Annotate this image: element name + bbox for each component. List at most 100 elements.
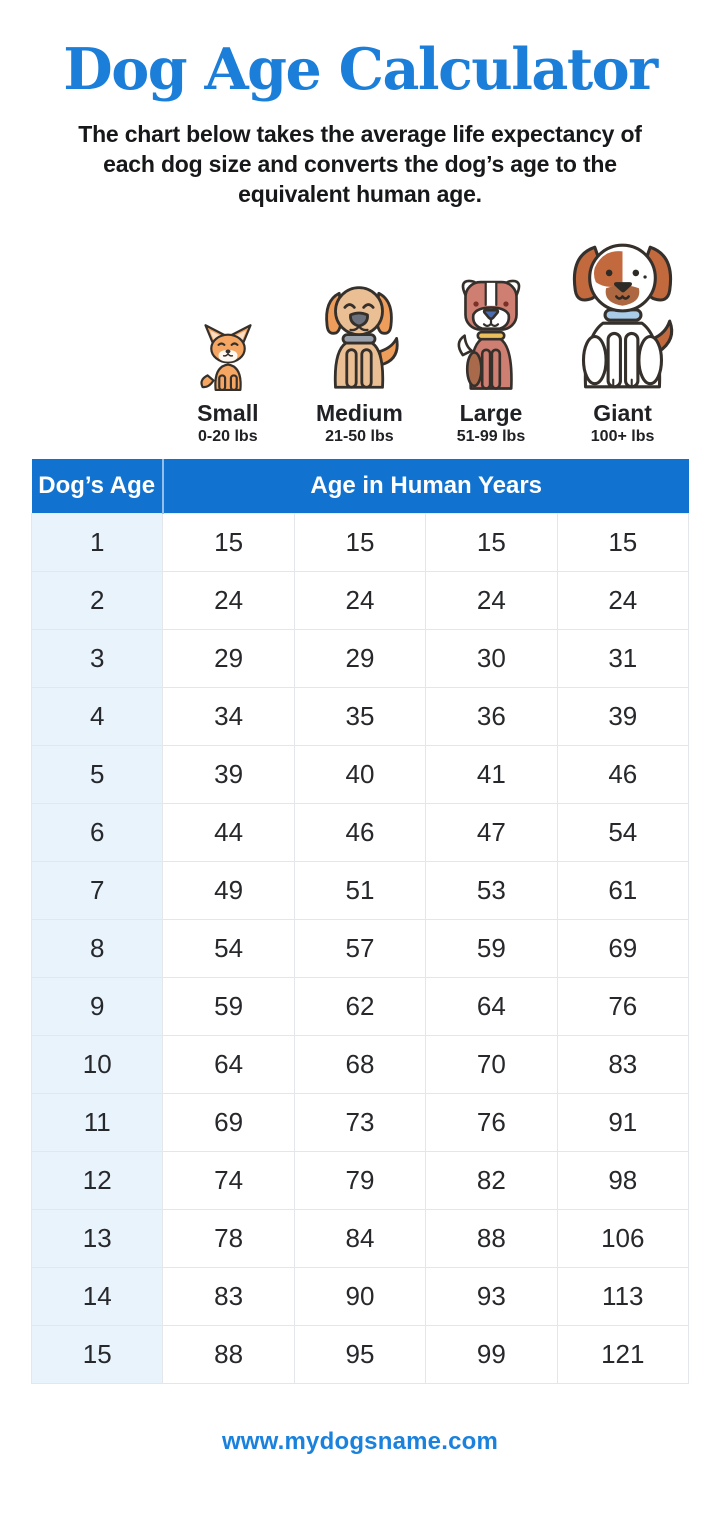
human-age-cell: 59 — [162, 977, 295, 1036]
human-age-cell: 46 — [556, 745, 690, 804]
human-age-cell: 40 — [293, 745, 427, 804]
chihuahua-icon — [200, 324, 252, 392]
size-category-giant: Giant 100+ lbs — [557, 239, 689, 447]
table-row: 7 49 51 53 61 — [30, 861, 690, 920]
human-age-cell: 69 — [162, 1093, 295, 1152]
dog-age-cell: 14 — [30, 1267, 164, 1326]
human-age-cell: 90 — [293, 1267, 427, 1326]
dog-age-cell: 3 — [30, 629, 164, 688]
dog-age-cell: 12 — [30, 1151, 164, 1210]
dog-age-cell: 6 — [30, 803, 164, 862]
page-subtitle: The chart below takes the average life e… — [0, 119, 720, 209]
dog-age-cell: 7 — [30, 861, 164, 920]
dog-age-cell: 13 — [30, 1209, 164, 1268]
human-age-cell: 24 — [162, 571, 295, 630]
human-age-cell: 79 — [293, 1151, 427, 1210]
human-age-cell: 36 — [425, 687, 558, 746]
human-age-cell: 15 — [162, 513, 295, 572]
size-name: Large — [459, 400, 523, 426]
dog-age-cell: 10 — [30, 1035, 164, 1094]
table-row: 12 74 79 82 98 — [30, 1151, 690, 1210]
human-age-cell: 15 — [556, 513, 690, 572]
page-title: Dog Age Calculator — [63, 36, 658, 103]
human-age-cell: 47 — [425, 803, 558, 862]
human-age-cell: 46 — [293, 803, 427, 862]
table-row: 15 88 95 99 121 — [30, 1325, 690, 1384]
human-age-cell: 29 — [293, 629, 427, 688]
size-name: Medium — [315, 400, 403, 426]
size-weight-range: 100+ lbs — [590, 428, 655, 445]
dog-age-cell: 15 — [30, 1325, 164, 1384]
table-row: 13 78 84 88 106 — [30, 1209, 690, 1268]
dog-age-cell: 1 — [30, 513, 164, 572]
dog-age-cell: 2 — [30, 571, 164, 630]
human-age-cell: 78 — [162, 1209, 295, 1268]
human-age-cell: 44 — [162, 803, 295, 862]
dog-age-calculator-infographic: Dog Age Calculator The chart below takes… — [0, 34, 720, 1527]
human-age-cell: 15 — [425, 513, 558, 572]
human-age-cell: 24 — [556, 571, 690, 630]
table-row: 4 34 35 36 39 — [30, 687, 690, 746]
human-age-cell: 98 — [556, 1151, 690, 1210]
human-age-cell: 51 — [293, 861, 427, 920]
human-age-cell: 59 — [425, 919, 558, 978]
dog-age-cell: 4 — [30, 687, 164, 746]
human-age-cell: 121 — [556, 1325, 690, 1384]
size-weight-range: 51-99 lbs — [456, 428, 526, 445]
size-category-medium: Medium 21-50 lbs — [294, 280, 426, 447]
human-age-cell: 76 — [556, 977, 690, 1036]
human-age-cell: 57 — [293, 919, 427, 978]
human-age-cell: 29 — [162, 629, 295, 688]
subtitle-line: each dog size and converts the dog’s age… — [103, 151, 617, 177]
dogs-age-header: Dog’s Age — [31, 459, 164, 514]
human-age-cell: 61 — [556, 861, 690, 920]
human-age-cell: 24 — [293, 571, 427, 630]
human-age-cell: 99 — [425, 1325, 558, 1384]
human-age-cell: 69 — [556, 919, 690, 978]
human-age-cell: 30 — [425, 629, 558, 688]
human-years-header: Age in Human Years — [162, 459, 689, 514]
human-age-cell: 64 — [425, 977, 558, 1036]
size-name: Giant — [593, 400, 652, 426]
human-age-cell: 83 — [556, 1035, 690, 1094]
dog-size-legend: Small 0-20 lbs — [31, 239, 689, 447]
human-age-cell: 76 — [425, 1093, 558, 1152]
human-age-cell: 68 — [293, 1035, 427, 1094]
human-age-cell: 70 — [425, 1035, 558, 1094]
table-row: 6 44 46 47 54 — [30, 803, 690, 862]
table-row: 2 24 24 24 24 — [30, 571, 690, 630]
size-category-small: Small 0-20 lbs — [162, 320, 294, 447]
table-row: 1 15 15 15 15 — [30, 513, 690, 572]
human-age-cell: 62 — [293, 977, 427, 1036]
table-row: 11 69 73 76 91 — [30, 1093, 690, 1152]
human-age-cell: 84 — [293, 1209, 427, 1268]
human-age-cell: 82 — [425, 1151, 558, 1210]
human-age-cell: 83 — [162, 1267, 295, 1326]
human-age-cell: 35 — [293, 687, 427, 746]
size-name: Small — [197, 400, 259, 426]
golden-retriever-icon — [325, 286, 399, 389]
human-age-cell: 39 — [556, 687, 690, 746]
human-age-cell: 53 — [425, 861, 558, 920]
table-row: 9 59 62 64 76 — [30, 977, 690, 1036]
table-row: 5 39 40 41 46 — [30, 745, 690, 804]
human-age-cell: 88 — [162, 1325, 295, 1384]
human-age-cell: 15 — [293, 513, 427, 572]
table-row: 14 83 90 93 113 — [30, 1267, 690, 1326]
human-age-cell: 64 — [162, 1035, 295, 1094]
boxer-icon — [457, 279, 521, 390]
website-link[interactable]: www.mydogsname.com — [221, 1428, 499, 1455]
human-age-cell: 54 — [162, 919, 295, 978]
dog-age-cell: 5 — [30, 745, 164, 804]
size-weight-range: 21-50 lbs — [325, 428, 394, 445]
human-age-cell: 49 — [162, 861, 295, 920]
human-age-cell: 54 — [556, 803, 690, 862]
table-row: 8 54 57 59 69 — [30, 919, 690, 978]
human-age-cell: 106 — [556, 1209, 690, 1268]
table-body: 1 15 15 15 15 2 24 24 24 24 3 29 29 30 31 4 34 35 36 39 5 39 4… — [30, 513, 690, 1384]
size-weight-range: 0-20 lbs — [198, 428, 258, 445]
saint-bernard-icon — [572, 243, 673, 389]
human-age-cell: 39 — [162, 745, 295, 804]
human-age-cell: 113 — [556, 1267, 690, 1326]
human-age-cell: 91 — [556, 1093, 690, 1152]
